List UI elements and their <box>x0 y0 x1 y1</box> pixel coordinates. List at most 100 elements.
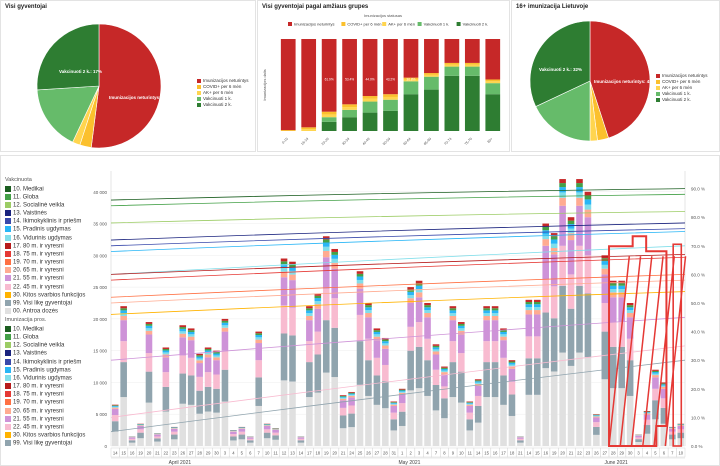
bar-segment <box>280 277 288 306</box>
legend-item[interactable]: 99. Visi likę gyventojai <box>5 300 83 308</box>
legend-item[interactable]: 30. Kitos svarbios funkcijos <box>5 432 85 440</box>
x-tick-label: 30 <box>214 451 219 456</box>
legend-swatch <box>5 334 11 341</box>
bar-segment <box>383 99 398 111</box>
bar-segment <box>485 79 501 82</box>
legend-item[interactable]: 17. 80 m. ir vyresni <box>5 383 83 391</box>
bar-segment <box>500 336 507 341</box>
bar-segment <box>483 313 490 316</box>
legend-item[interactable]: 12. Socialinė veikla <box>5 201 83 210</box>
legend-item[interactable]: 13. Vaistinės <box>5 210 83 218</box>
x-tick-label: 14 <box>113 451 118 456</box>
bar-segment <box>162 350 170 353</box>
bar-segment <box>221 320 229 323</box>
legend-item[interactable]: 15. Pradinis ugdymas <box>5 366 83 375</box>
bar-segment <box>652 373 659 376</box>
bar-segment <box>382 341 389 344</box>
bar-segment <box>213 412 220 446</box>
legend-item[interactable]: 00. Antroa dozės <box>5 308 83 316</box>
bar-segment <box>618 292 625 298</box>
bar-segment <box>263 425 271 426</box>
legend-label: 13. Vaistinės <box>13 351 47 358</box>
legend-item[interactable]: 30. Kitos svarbios funkcijos <box>5 291 85 300</box>
line-legend: Vakcinuota 10. Medikai 11. Globa 12. Socia… <box>5 176 85 449</box>
bar-segment <box>255 377 263 406</box>
bar-segment <box>128 442 136 446</box>
legend-item[interactable]: 99. Visi likę gyventojai <box>5 440 83 448</box>
bar-segment <box>301 127 317 130</box>
legend-item[interactable]: 15. Pradinis ugdymas <box>5 226 83 234</box>
bar-segment <box>550 239 558 244</box>
bar-segment <box>246 440 254 443</box>
bar-segment <box>331 377 338 446</box>
legend-item[interactable]: 14. Ikimokyklinis ir priešm <box>5 358 83 367</box>
bar-segment <box>238 428 246 429</box>
bar-segment <box>196 356 203 359</box>
legend-item[interactable]: 20. 65 m. ir vyresni <box>5 407 83 416</box>
bar-segment <box>196 363 203 377</box>
bar-segment <box>238 428 246 432</box>
x-tick-label: 22 <box>164 451 169 456</box>
x-tick-label: 28 <box>611 451 616 456</box>
bar-segment <box>204 411 212 446</box>
legend-label: 16. Vidurinis ugdymas <box>13 235 72 242</box>
bar-segment <box>567 217 575 221</box>
bar-segment <box>246 438 254 441</box>
bar-segment <box>255 360 263 378</box>
bar-segment <box>609 285 617 290</box>
legend-item[interactable]: 20. 65 m. ir vyresni <box>5 267 83 275</box>
legend-item[interactable]: 11. Globa <box>5 193 83 202</box>
legend-item[interactable]: 19. 70 m. ir vyresni <box>5 259 83 267</box>
legend-item[interactable]: 14. Ikimokyklinis ir priešm <box>5 218 83 226</box>
legend-swatch <box>5 358 11 365</box>
legend-item[interactable]: 11. Globa <box>5 334 83 342</box>
legend-item[interactable]: 16. Vidurinis ugdymas <box>5 374 83 383</box>
legend-item[interactable]: 22. 45 m. ir vyresni <box>5 283 83 292</box>
legend-item[interactable]: 12. Socialinė veikla <box>5 342 83 350</box>
x-tick-label: 19 <box>324 451 329 456</box>
legend-swatch <box>5 415 11 422</box>
bar-segment <box>339 398 347 401</box>
bar-segment <box>500 331 507 335</box>
bar-segment <box>415 285 423 290</box>
legend-item[interactable]: 21. 55 m. ir vyresni <box>5 275 83 283</box>
legend-item[interactable]: 22. 45 m. ir vyresni <box>5 424 83 432</box>
bar-segment <box>162 372 170 387</box>
legend-item[interactable]: 19. 70 m. ir vyresni <box>5 399 83 407</box>
data-label: 43.2% <box>386 77 395 81</box>
legend-item[interactable]: 18. 75 m. ir vyresni <box>5 391 83 399</box>
bar-segment <box>342 39 357 105</box>
bar-segment <box>432 384 440 411</box>
x-tick-label: 16 <box>543 451 548 456</box>
legend-header-vaccinated: Vakcinuota <box>5 177 32 183</box>
legend-item[interactable]: 16. Vidurinis ugdymas <box>5 234 83 243</box>
bar-segment <box>154 434 161 437</box>
annotation-outline <box>608 235 668 447</box>
legend-item[interactable]: 10. Medikai <box>5 185 83 194</box>
bar-segment <box>356 279 364 284</box>
bar-segment <box>500 404 507 446</box>
bar-segment <box>550 236 558 240</box>
x-tick-label: 16 <box>493 451 498 456</box>
x-tick-label: 6 <box>249 451 252 456</box>
bar-segment <box>550 371 558 446</box>
legend-item[interactable]: 17. 80 m. ir vyresni <box>5 242 83 251</box>
legend-item[interactable]: 10. Medikai <box>5 325 83 334</box>
bar-segment <box>289 335 296 382</box>
bar-segment <box>559 192 566 198</box>
bar-segment <box>483 397 490 446</box>
bar-segment <box>280 39 296 131</box>
legend-item[interactable]: 18. 75 m. ir vyresni <box>5 250 83 259</box>
legend-item[interactable]: 13. Vaistinės <box>5 350 83 358</box>
legend-item[interactable]: 21. 55 m. ir vyresni <box>5 415 83 424</box>
panel-immunization-16plus: 16+ imunizacija Lietuvoje Vakcinuoti 2 k… <box>511 0 720 152</box>
legend-swatch <box>656 73 660 78</box>
legend-label: Imunizacijos neturintys <box>294 22 334 27</box>
bar-segment <box>162 357 170 373</box>
pie-label-vacc2: Vakcinuoti 2 k.: 17% <box>59 69 102 74</box>
bar-segment <box>449 397 457 446</box>
bar-segment <box>542 312 550 369</box>
bar-segment <box>643 433 651 446</box>
legend-label: 17. 80 m. ir vyresni <box>13 383 64 390</box>
